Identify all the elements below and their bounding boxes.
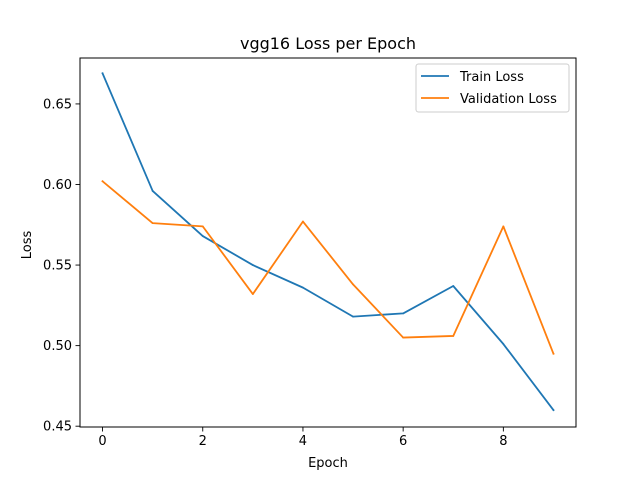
series-1-point-6 — [402, 336, 405, 339]
series-1-point-2 — [201, 225, 204, 228]
y-tick-label-0: 0.45 — [43, 420, 72, 435]
y-tick-label-2: 0.55 — [43, 259, 72, 274]
series-1-point-5 — [352, 283, 354, 286]
x-tick-label-2: 4 — [299, 434, 307, 449]
series-1-point-8 — [502, 225, 505, 228]
legend-box — [415, 63, 570, 113]
series-0-point-3 — [251, 264, 254, 266]
plot-area: 0 2 4 6 8 0.45 0.50 0.55 0.60 0.65 — [43, 57, 577, 449]
series-line-1 — [101, 180, 555, 355]
x-tick-label-0: 0 — [98, 434, 106, 449]
legend-label-0: Train Loss — [459, 70, 524, 85]
series-0-point-9 — [552, 409, 555, 411]
series-1-point-1 — [151, 222, 154, 225]
legend: Train Loss Validation Loss — [415, 63, 570, 113]
series-0-point-0 — [101, 72, 104, 75]
series-0-point-5 — [352, 315, 354, 318]
series-0-point-1 — [151, 190, 154, 192]
x-tick-label-4: 8 — [499, 434, 507, 449]
series-0-point-2 — [201, 235, 204, 237]
series-1-point-9 — [552, 352, 555, 355]
x-tick-label-3: 6 — [399, 434, 407, 449]
series-0-point-6 — [402, 312, 405, 315]
series-1-point-0 — [101, 180, 104, 183]
series-0-point-8 — [502, 343, 505, 345]
series-0-point-7 — [452, 285, 455, 287]
plot-frame — [79, 57, 577, 428]
series-1-point-4 — [302, 220, 304, 223]
chart-title: vgg16 Loss per Epoch — [240, 34, 416, 53]
x-tick-label-1: 2 — [199, 434, 207, 449]
y-axis-title: Loss — [20, 231, 35, 260]
series-1-point-3 — [251, 293, 254, 295]
y-tick-label-1: 0.50 — [43, 339, 72, 354]
y-tick-label-4: 0.65 — [43, 97, 72, 112]
legend-label-1: Validation Loss — [460, 92, 557, 107]
y-tick-label-3: 0.60 — [43, 178, 72, 193]
series-line-0 — [101, 72, 555, 412]
series-0-point-4 — [302, 286, 304, 289]
series-1-point-7 — [452, 335, 455, 337]
x-axis-title: Epoch — [308, 456, 348, 471]
